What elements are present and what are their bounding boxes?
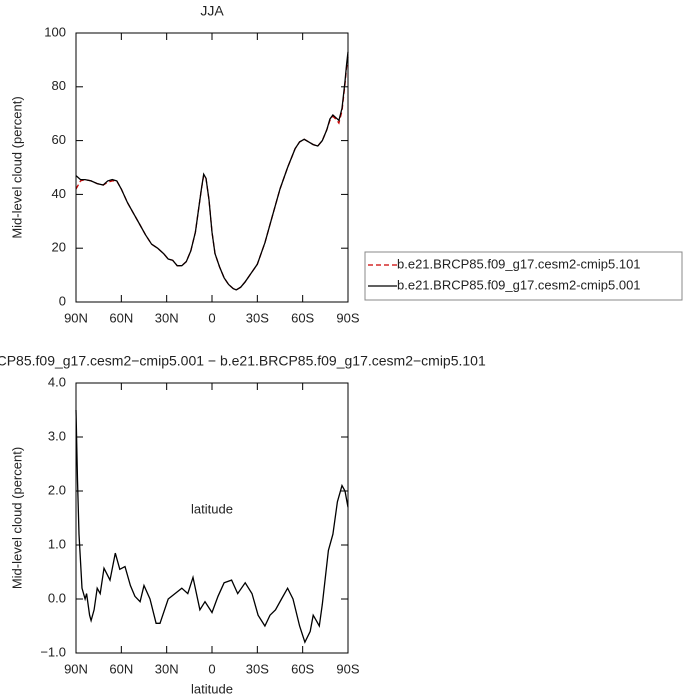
x-tick-label: 30N [155,661,179,676]
x-tick-label: 60S [291,661,314,676]
x-tick-label: 30N [155,310,179,325]
legend-label: b.e21.BRCP85.f09_g17.cesm2-cmip5.001 [397,277,641,292]
data-line [75,51,349,291]
data-line [75,409,349,644]
y-tick-label: −1.0 [40,644,66,659]
y-tick-label: 0 [59,293,66,308]
y-tick-label: 4.0 [48,374,66,389]
y-tick-label: 80 [52,78,66,93]
y-axis-label: Mid-level cloud (percent) [9,96,24,238]
y-tick-label: 2.0 [48,482,66,497]
y-tick-label: 1.0 [48,536,66,551]
x-axis-label: latitude [191,681,233,696]
x-tick-label: 60N [109,310,133,325]
x-tick-label: 90N [64,310,88,325]
x-tick-label: 30S [246,661,269,676]
x-tick-label: 60N [109,661,133,676]
x-tick-label: 30S [246,310,269,325]
y-tick-label: 100 [44,24,66,39]
x-axis-label: latitude [191,501,233,516]
x-tick-label: 0 [208,661,215,676]
plot-frame [75,32,349,303]
x-tick-label: 0 [208,310,215,325]
y-tick-label: 60 [52,132,66,147]
y-tick-label: 3.0 [48,428,66,443]
y-tick-label: 20 [52,240,66,255]
y-axis-label: Mid-level cloud (percent) [9,447,24,589]
chart-title: JJA [200,3,224,19]
chart-title: b.e21.BRCP85.f09_g17.cesm2−cmip5.001 − b… [0,353,486,369]
x-tick-label: 90N [64,661,88,676]
x-tick-label: 60S [291,310,314,325]
x-tick-label: 90S [336,310,359,325]
data-line [75,57,349,291]
x-tick-label: 90S [336,661,359,676]
plot-frame [75,382,349,654]
legend-label: b.e21.BRCP85.f09_g17.cesm2-cmip5.101 [397,256,641,271]
y-tick-label: 0.0 [48,590,66,605]
y-tick-label: 40 [52,186,66,201]
legend-box [364,251,683,301]
